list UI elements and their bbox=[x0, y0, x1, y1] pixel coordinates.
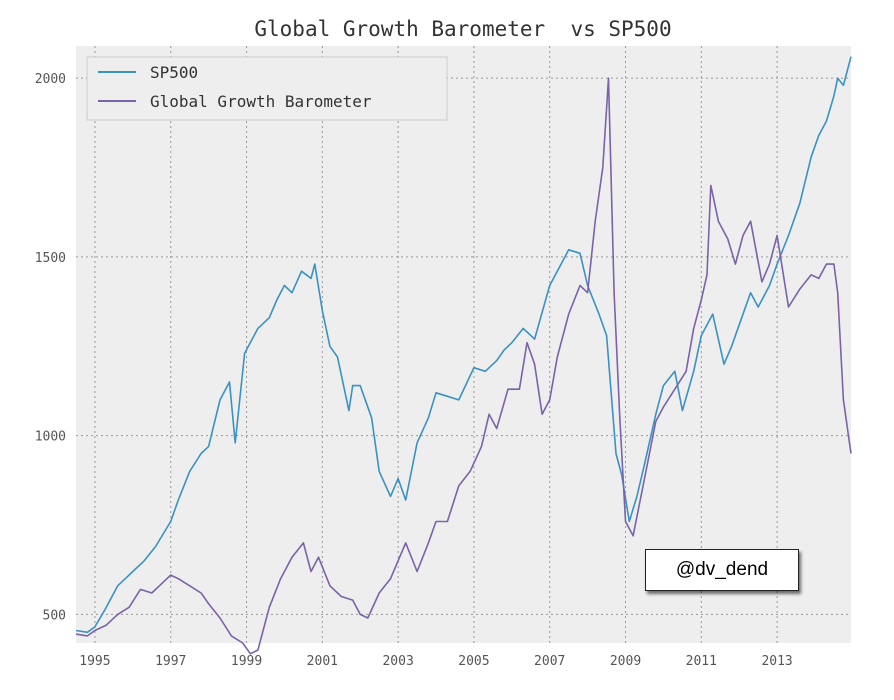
chart-title: Global Growth Barometer vs SP500 bbox=[254, 17, 671, 41]
x-tick-label: 2003 bbox=[382, 654, 413, 669]
x-tick-label: 1997 bbox=[155, 654, 186, 669]
y-tick-label: 1000 bbox=[35, 430, 66, 445]
legend: SP500 Global Growth Barometer bbox=[86, 56, 448, 121]
y-axis-ticks: 500 1000 1500 2000 bbox=[35, 72, 66, 623]
x-tick-label: 1999 bbox=[231, 654, 262, 669]
y-tick-label: 1500 bbox=[35, 251, 66, 266]
grid bbox=[76, 46, 851, 643]
series-line-sp500 bbox=[75, 56, 852, 634]
y-tick-label: 2000 bbox=[35, 72, 66, 87]
x-tick-label: 2013 bbox=[761, 654, 792, 669]
y-tick-label: 500 bbox=[43, 608, 66, 623]
watermark-label: @dv_dend bbox=[645, 549, 799, 591]
x-tick-label: 2009 bbox=[610, 654, 641, 669]
legend-label-sp500: SP500 bbox=[150, 63, 198, 82]
x-tick-label: 2005 bbox=[458, 654, 489, 669]
legend-label-barometer: Global Growth Barometer bbox=[150, 92, 372, 111]
series-line-barometer bbox=[75, 77, 852, 655]
plot-area bbox=[76, 46, 851, 643]
x-tick-label: 2007 bbox=[534, 654, 565, 669]
series-lines bbox=[75, 56, 852, 655]
x-tick-label: 2001 bbox=[307, 654, 338, 669]
x-tick-label: 1995 bbox=[79, 654, 110, 669]
x-axis-ticks: 1995 1997 1999 2001 2003 2005 2007 2009 2011 2013 bbox=[79, 654, 792, 669]
legend-box bbox=[86, 56, 448, 121]
x-tick-label: 2011 bbox=[686, 654, 717, 669]
